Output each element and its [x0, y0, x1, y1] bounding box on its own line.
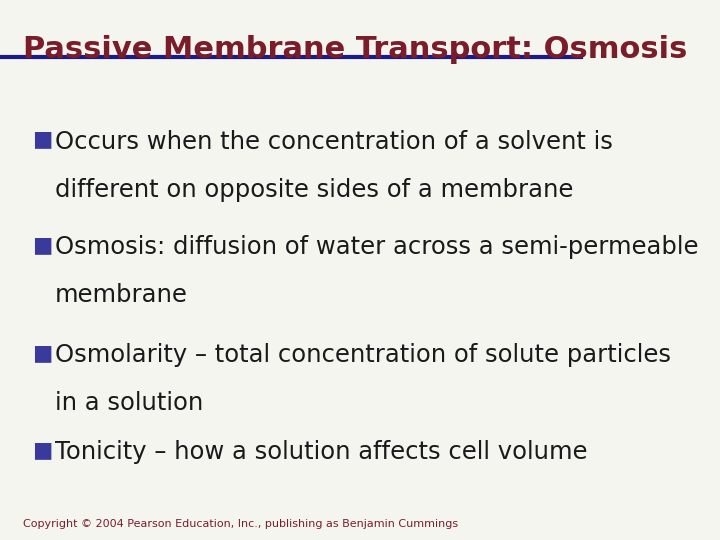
Text: Osmosis: diffusion of water across a semi-permeable: Osmosis: diffusion of water across a sem…: [55, 235, 698, 259]
Text: ■: ■: [32, 343, 53, 363]
Text: Copyright © 2004 Pearson Education, Inc., publishing as Benjamin Cummings: Copyright © 2004 Pearson Education, Inc.…: [23, 519, 459, 529]
Text: ■: ■: [32, 440, 53, 460]
Text: Tonicity – how a solution affects cell volume: Tonicity – how a solution affects cell v…: [55, 440, 588, 464]
Text: ■: ■: [32, 130, 53, 150]
Text: Occurs when the concentration of a solvent is: Occurs when the concentration of a solve…: [55, 130, 613, 153]
Text: ■: ■: [32, 235, 53, 255]
Text: different on opposite sides of a membrane: different on opposite sides of a membran…: [55, 178, 574, 202]
Text: in a solution: in a solution: [55, 392, 204, 415]
Text: membrane: membrane: [55, 284, 188, 307]
Text: Osmolarity – total concentration of solute particles: Osmolarity – total concentration of solu…: [55, 343, 671, 367]
Text: Passive Membrane Transport: Osmosis: Passive Membrane Transport: Osmosis: [23, 35, 688, 64]
